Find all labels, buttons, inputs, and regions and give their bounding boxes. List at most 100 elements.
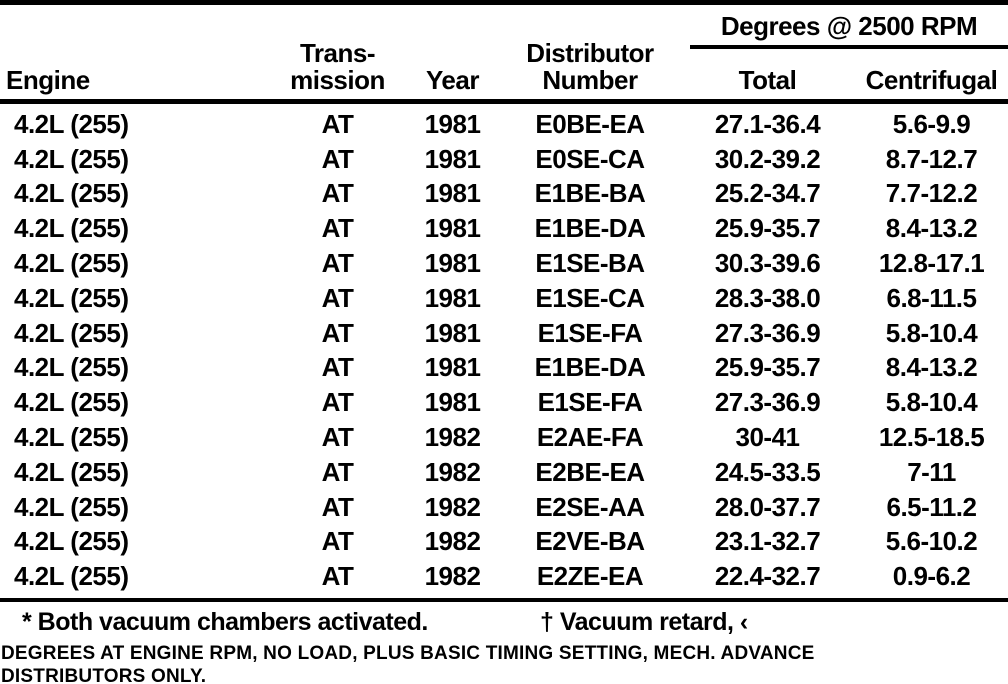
year-column-header: Year	[426, 65, 479, 95]
total-column-header: Total	[738, 65, 797, 95]
caption-line2: DISTRIBUTORS ONLY.	[1, 666, 207, 684]
centrifugal-cell: 8.4-13.2	[885, 352, 978, 383]
total-cell: 22.4-32.7	[714, 561, 821, 592]
distributor-cell: E1BE-DA	[534, 352, 646, 383]
distributor-column-header: Distributor Number	[500, 40, 680, 99]
distributor-cell: E1BE-BA	[534, 178, 646, 209]
total-cell: 27.3-36.9	[714, 317, 821, 348]
centrifugal-cell: 6.8-11.5	[886, 282, 977, 313]
table-row: 4.2L (255) AT 1981 E1SE-BA 30.3-39.6 12.…	[0, 246, 1008, 281]
engine-cell: 4.2L (255)	[14, 178, 129, 209]
distributor-cell: E2ZE-EA	[536, 561, 644, 592]
table-row: 4.2L (255) AT 1981 E1BE-BA 25.2-34.7 7.7…	[0, 177, 1008, 212]
caption-line1: DEGREES AT ENGINE RPM, NO LOAD, PLUS BAS…	[1, 643, 815, 665]
transmission-cell: AT	[321, 422, 354, 453]
total-cell: 25.2-34.7	[714, 178, 821, 209]
total-cell: 25.9-35.7	[714, 213, 821, 244]
table-row: 4.2L (255) AT 1982 E2AE-FA 30-41 12.5-18…	[0, 420, 1008, 455]
table-row: 4.2L (255) AT 1982 E2BE-EA 24.5-33.5 7-1…	[0, 455, 1008, 490]
distributor-cell: E2BE-EA	[535, 456, 645, 487]
transmission-cell: AT	[321, 526, 354, 557]
total-cell: 23.1-32.7	[714, 526, 821, 557]
engine-cell: 4.2L (255)	[14, 282, 129, 313]
footnote-both-vacuum: * Both vacuum chambers activated.	[22, 608, 428, 637]
distributor-cell: E2AE-FA	[536, 422, 644, 453]
centrifugal-cell: 6.5-11.2	[886, 491, 977, 522]
engine-cell: 4.2L (255)	[14, 422, 129, 453]
distributor-cell: E2VE-BA	[535, 526, 645, 557]
transmission-cell: AT	[321, 143, 354, 174]
centrifugal-column-header: Centrifugal	[865, 65, 998, 95]
footnotes: * Both vacuum chambers activated. † Vacu…	[0, 602, 1008, 642]
centrifugal-cell: 5.6-9.9	[892, 108, 971, 139]
table-row: 4.2L (255) AT 1981 E1SE-FA 27.3-36.9 5.8…	[0, 316, 1008, 351]
engine-cell: 4.2L (255)	[14, 108, 129, 139]
distributor-cell: E1SE-CA	[535, 282, 645, 313]
year-cell: 1981	[424, 213, 481, 244]
engine-cell: 4.2L (255)	[14, 456, 129, 487]
table-row: 4.2L (255) AT 1981 E1BE-DA 25.9-35.7 8.4…	[0, 351, 1008, 386]
year-cell: 1982	[424, 491, 481, 522]
engine-cell: 4.2L (255)	[14, 248, 129, 279]
distributor-cell: E1SE-FA	[537, 317, 643, 348]
transmission-cell: AT	[321, 213, 354, 244]
centrifugal-cell: 8.4-13.2	[885, 213, 978, 244]
engine-cell: 4.2L (255)	[14, 213, 129, 244]
year-cell: 1982	[424, 456, 481, 487]
transmission-cell: AT	[321, 491, 354, 522]
centrifugal-cell: 12.5-18.5	[878, 422, 985, 453]
centrifugal-cell: 0.9-6.2	[892, 561, 971, 592]
table-row: 4.2L (255) AT 1981 E1SE-FA 27.3-36.9 5.8…	[0, 385, 1008, 420]
year-cell: 1981	[424, 178, 481, 209]
engine-cell: 4.2L (255)	[14, 143, 129, 174]
engine-cell: 4.2L (255)	[14, 317, 129, 348]
year-cell: 1981	[424, 248, 481, 279]
transmission-cell: AT	[321, 456, 354, 487]
transmission-cell: AT	[321, 178, 354, 209]
table-caption: DEGREES AT ENGINE RPM, NO LOAD, PLUS BAS…	[0, 642, 1008, 684]
distributor-cell: E0SE-CA	[535, 143, 645, 174]
transmission-cell: AT	[321, 317, 354, 348]
total-cell: 27.3-36.9	[714, 387, 821, 418]
year-cell: 1981	[424, 352, 481, 383]
engine-cell: 4.2L (255)	[14, 387, 129, 418]
centrifugal-cell: 7.7-12.2	[885, 178, 978, 209]
footnote-vacuum-retard: † Vacuum retard, ‹	[540, 608, 748, 637]
year-cell: 1981	[424, 143, 481, 174]
distributor-cell: E2SE-AA	[535, 491, 645, 522]
transmission-cell: AT	[321, 108, 354, 139]
year-cell: 1981	[424, 317, 481, 348]
transmission-column-header: Trans- mission	[270, 40, 405, 99]
centrifugal-cell: 12.8-17.1	[878, 248, 985, 279]
table-row: 4.2L (255) AT 1981 E1SE-CA 28.3-38.0 6.8…	[0, 281, 1008, 316]
distributor-header-line2: Number	[542, 65, 638, 95]
year-cell: 1982	[424, 526, 481, 557]
transmission-cell: AT	[321, 352, 354, 383]
table-row: 4.2L (255) AT 1981 E1BE-DA 25.9-35.7 8.4…	[0, 211, 1008, 246]
engine-cell: 4.2L (255)	[14, 491, 129, 522]
table-body: 4.2L (255) AT 1981 E0BE-EA 27.1-36.4 5.6…	[0, 104, 1008, 603]
distributor-cell: E0BE-EA	[535, 108, 645, 139]
total-cell: 27.1-36.4	[714, 108, 821, 139]
year-cell: 1981	[424, 387, 481, 418]
table-header: Engine Trans- mission Year Distributor N…	[0, 0, 1008, 104]
year-cell: 1982	[424, 422, 481, 453]
transmission-header-line2: mission	[290, 65, 385, 95]
year-cell: 1982	[424, 561, 481, 592]
engine-cell: 4.2L (255)	[14, 561, 129, 592]
total-cell: 25.9-35.7	[714, 352, 821, 383]
distributor-cell: E1SE-BA	[535, 248, 645, 279]
total-cell: 30-41	[735, 422, 801, 453]
engine-cell: 4.2L (255)	[14, 352, 129, 383]
centrifugal-cell: 7-11	[907, 456, 956, 487]
total-cell: 28.0-37.7	[714, 491, 821, 522]
engine-cell: 4.2L (255)	[14, 526, 129, 557]
table-row: 4.2L (255) AT 1981 E0BE-EA 27.1-36.4 5.6…	[0, 107, 1008, 142]
engine-column-header: Engine	[6, 65, 90, 95]
year-cell: 1981	[424, 108, 481, 139]
year-cell: 1981	[424, 282, 481, 313]
transmission-header-line1: Trans-	[299, 38, 376, 68]
table-row: 4.2L (255) AT 1982 E2ZE-EA 22.4-32.7 0.9…	[0, 559, 1008, 594]
transmission-cell: AT	[321, 387, 354, 418]
